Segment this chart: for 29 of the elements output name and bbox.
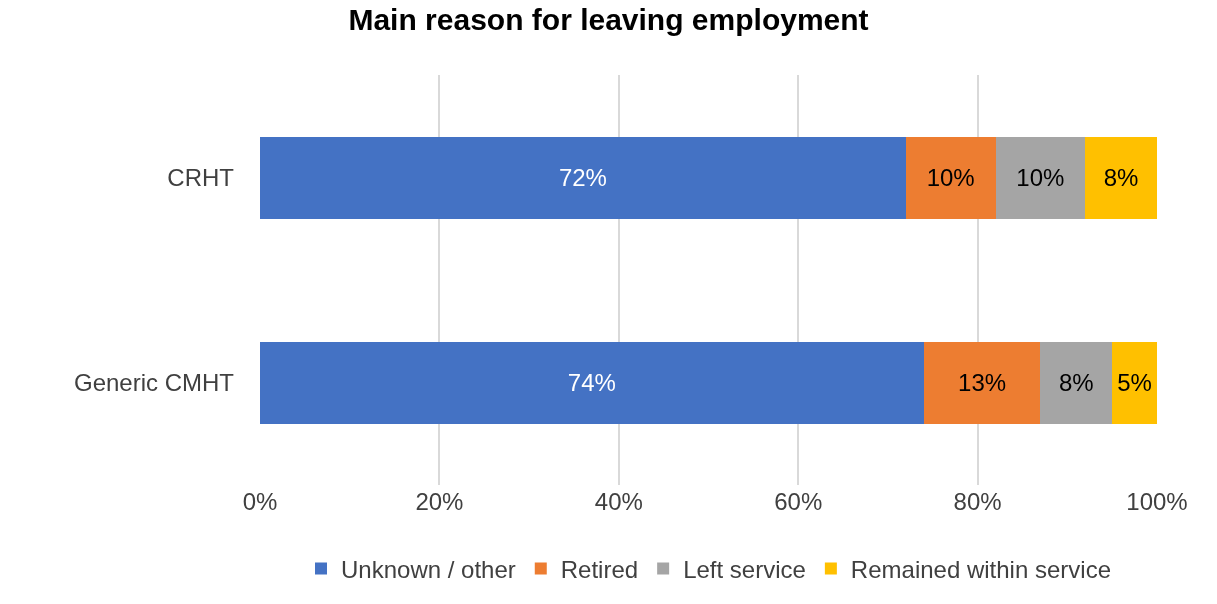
bar <box>1112 341 1157 424</box>
bar <box>1085 136 1157 219</box>
x-tick-label: 60% <box>774 488 823 515</box>
x-tick-label: 20% <box>415 488 464 515</box>
y-tick-label: CRHT <box>167 163 235 191</box>
data-label: 13% <box>958 369 1007 396</box>
data-label: 72% <box>558 164 607 191</box>
legend-label: Remained within service <box>850 555 1111 583</box>
y-tick-label: Generic CMHT <box>73 368 235 396</box>
data-label: 10% <box>926 164 975 191</box>
data-label: 5% <box>1117 369 1152 396</box>
x-tick-label: 40% <box>594 488 643 515</box>
bar <box>260 341 924 424</box>
chart-title: Main reason for leaving employment <box>348 3 869 37</box>
data-label: 74% <box>567 369 616 396</box>
legend-label: Left service <box>683 555 806 583</box>
data-label: 8% <box>1058 369 1094 396</box>
bar <box>1040 341 1113 424</box>
x-tick-label: 0% <box>242 488 278 515</box>
data-label: 10% <box>1016 164 1065 191</box>
x-tick-label: 100% <box>1126 488 1188 515</box>
bar <box>923 341 1041 424</box>
legend-label: Unknown / other <box>341 555 516 583</box>
bar <box>905 136 996 219</box>
x-tick-label: 80% <box>953 488 1002 515</box>
data-label: 8% <box>1103 164 1139 191</box>
bar <box>995 136 1086 219</box>
legend-label: Retired <box>560 555 639 583</box>
bar <box>260 136 906 219</box>
